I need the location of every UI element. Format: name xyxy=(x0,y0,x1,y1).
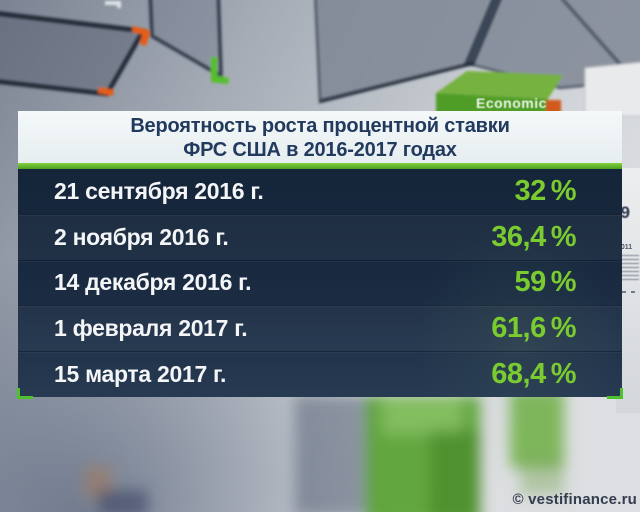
background-economic-label: Economic xyxy=(476,95,547,111)
row-date: 1 февраля 2017 г. xyxy=(54,315,248,342)
row-date: 15 марта 2017 г. xyxy=(54,361,227,388)
watermark: © vestifinance.ru xyxy=(512,491,637,508)
bg-top-boxes xyxy=(0,0,640,120)
row-value: 61,6% xyxy=(491,312,576,345)
row-value: 32% xyxy=(514,174,577,207)
table-row: 2 ноября 2016 г. 36,4% xyxy=(18,213,622,260)
panel-title-line2: ФРС США в 2016-2017 годах xyxy=(183,139,457,161)
row-value: 59% xyxy=(514,266,576,299)
percent-sign: % xyxy=(550,266,577,299)
table-row: 1 февраля 2017 г. 61,6% xyxy=(18,305,622,351)
table-row: 14 декабря 2016 г. 59% xyxy=(18,259,622,306)
background-tick-dashes xyxy=(613,291,639,293)
corner-accent-bottom-left xyxy=(17,388,33,399)
table-row: 21 сентября 2016 г. 32% xyxy=(18,169,622,214)
rate-probability-panel: Вероятность роста процентной ставки ФРС … xyxy=(17,111,623,399)
table-row: 15 марта 2017 г. 68,4% xyxy=(18,351,622,397)
row-value: 68,4% xyxy=(491,358,576,391)
panel-title-line1: Вероятность роста процентной ставки xyxy=(130,115,510,137)
percent-sign: % xyxy=(550,312,577,345)
percent-sign: % xyxy=(550,174,577,207)
bg-bottom-blurred-boxes xyxy=(84,390,564,512)
row-value: 36,4% xyxy=(491,220,577,253)
row-date: 21 сентября 2016 г. xyxy=(54,177,264,204)
row-date: 14 декабря 2016 г. xyxy=(54,269,252,296)
percent-sign: % xyxy=(550,358,577,391)
background-year-label: 2011 xyxy=(617,244,633,251)
panel-title: Вероятность роста процентной ставки ФРС … xyxy=(18,111,622,163)
rate-table: 21 сентября 2016 г. 32% 2 ноября 2016 г.… xyxy=(18,169,622,397)
row-date: 2 ноября 2016 г. xyxy=(54,223,229,250)
title-divider-bar xyxy=(18,163,622,169)
corner-accent-bottom-right xyxy=(607,388,623,399)
percent-sign: % xyxy=(550,220,577,253)
